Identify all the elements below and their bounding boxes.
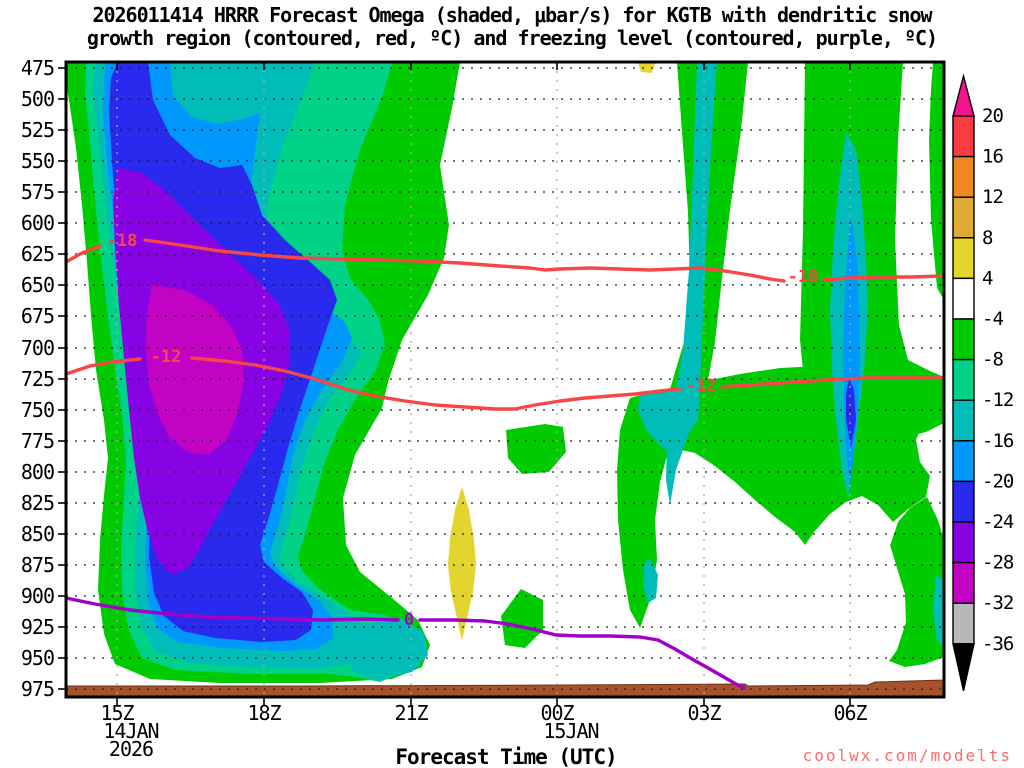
y-tick-label: 750 xyxy=(21,398,54,422)
region-col-06z-blue xyxy=(846,378,856,447)
colorbar-label: -8 xyxy=(982,349,1003,371)
colorbar-label: 4 xyxy=(982,267,993,289)
x-tick-sublabel: 14JAN xyxy=(103,719,158,743)
contour-dgz-minus12 xyxy=(190,356,682,411)
colorbar-label: -28 xyxy=(982,552,1014,574)
y-tick-label: 600 xyxy=(21,211,54,235)
x-tick-sublabel: 2026 xyxy=(109,737,153,761)
y-tick-label: 825 xyxy=(21,491,54,515)
region-teal-lens-03z xyxy=(643,558,658,603)
contour-dgz-minus18 xyxy=(66,244,102,264)
y-tick-label: 700 xyxy=(21,336,54,360)
x-tick-label: 06Z xyxy=(833,701,867,725)
y-tick-label: 975 xyxy=(21,677,54,701)
colorbar: 20 16 12 8 4 -4 -8 -12 -16 -20 -24 -28 -32 -36 xyxy=(952,73,1015,691)
x-axis-title: Forecast Time (UTC) xyxy=(395,745,617,768)
region-blob-teal-core xyxy=(345,618,428,680)
region-right-edge-teal xyxy=(933,575,944,648)
colorbar-label: -24 xyxy=(982,511,1014,533)
contour-dgz-minus18 xyxy=(822,274,944,282)
region-right-bottom-green xyxy=(889,497,944,667)
y-tick-label: 650 xyxy=(21,273,54,297)
region-yellow-speck-top xyxy=(638,63,655,73)
contour-label-freezing-level-0: 0 xyxy=(404,610,414,630)
y-tick-label: 475 xyxy=(21,56,54,80)
y-tick-label: 525 xyxy=(21,118,54,142)
y-tick-label: 575 xyxy=(21,180,54,204)
chart-title-line1: 2026011414 HRRR Forecast Omega (shaded, … xyxy=(92,3,932,27)
y-tick-label: 550 xyxy=(21,149,54,173)
y-tick-label: 775 xyxy=(21,429,54,453)
contour-label-dgz-minus12: -12 xyxy=(151,347,182,367)
y-tick-label: 675 xyxy=(21,304,54,328)
x-tick-sublabel: 15JAN xyxy=(543,719,598,743)
x-tick-label: 15Z xyxy=(100,701,134,725)
contour-freezing-level-0 xyxy=(66,596,400,622)
contour-dgz-minus12 xyxy=(66,357,142,376)
chart-title: 2026011414 HRRR Forecast Omega (shaded, … xyxy=(0,4,1024,50)
region-mid-green-quad xyxy=(506,424,566,474)
y-tick-label: 500 xyxy=(21,87,54,111)
contour-label-dgz-minus18: -18 xyxy=(107,231,138,251)
y-tick-label: 725 xyxy=(21,367,54,391)
region-teal-patch-03z xyxy=(638,387,700,450)
y-tick-label: 950 xyxy=(21,646,54,670)
contour-freezing-level-0 xyxy=(418,618,746,690)
y-tick-label: 900 xyxy=(21,584,54,608)
colorbar-label: -20 xyxy=(982,470,1014,492)
region-left-magenta-core xyxy=(146,285,244,455)
watermark-text: coolwx.com/modelts xyxy=(802,746,1012,765)
colorbar-label: -36 xyxy=(982,633,1014,655)
colorbar-label: 20 xyxy=(982,105,1003,127)
x-tick-label: 18Z xyxy=(247,701,281,725)
y-tick-label: 875 xyxy=(21,553,54,577)
region-right-edge-green xyxy=(929,62,944,300)
colorbar-label: -12 xyxy=(982,389,1013,411)
colorbar-label: -4 xyxy=(982,308,1003,330)
region-mid-green-diamond xyxy=(501,589,543,648)
y-tick-label: 925 xyxy=(21,615,54,639)
colorbar-label: 8 xyxy=(982,227,993,249)
shaded-omega-field xyxy=(66,62,944,697)
contour-dgz-minus18 xyxy=(143,238,786,283)
colorbar-label: -16 xyxy=(982,430,1014,452)
y-tick-label: 850 xyxy=(21,522,54,546)
colorbar-label: 12 xyxy=(982,186,1003,208)
y-tick-label: 800 xyxy=(21,460,54,484)
region-downdraft-yellow-lens xyxy=(448,487,476,641)
chart-title-line2: growth region (contoured, red, ºC) and f… xyxy=(86,26,938,50)
contour-label-dgz-minus12: -12 xyxy=(686,376,717,396)
y-tick-label: 625 xyxy=(21,242,54,266)
colorbar-label: 16 xyxy=(982,146,1003,168)
colorbar-label: -32 xyxy=(982,592,1013,614)
contour-dgz-minus12 xyxy=(720,376,944,389)
x-tick-label: 21Z xyxy=(394,701,428,725)
contour-label-dgz-minus18: -18 xyxy=(788,267,819,287)
x-tick-label: 03Z xyxy=(687,701,721,725)
x-tick-label: 00Z xyxy=(540,701,574,725)
